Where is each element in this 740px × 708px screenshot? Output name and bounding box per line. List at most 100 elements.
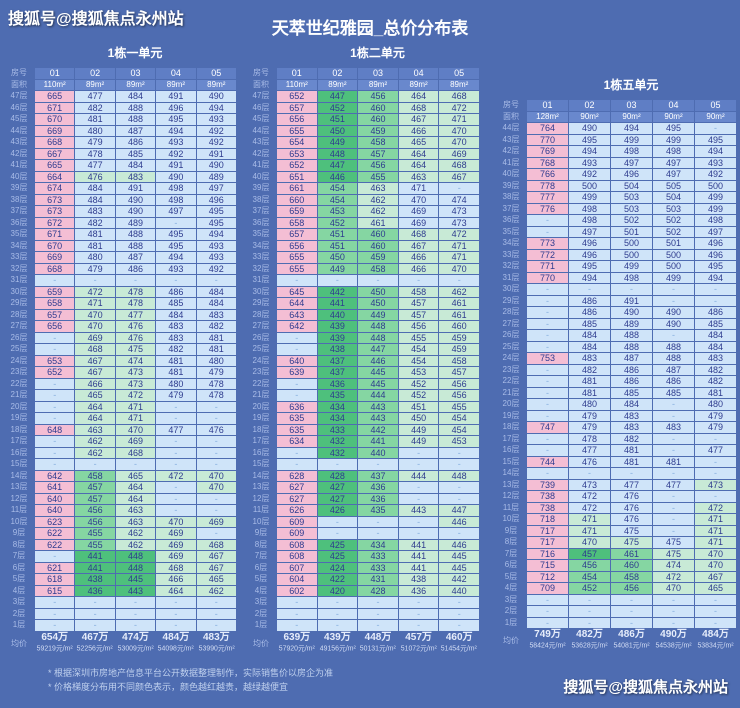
- price-cell: 478: [115, 286, 156, 297]
- column-header: 02: [569, 100, 610, 111]
- average-cell: 482万 53628元/m²: [569, 628, 610, 654]
- floor-label: 27层: [502, 318, 520, 328]
- floor-label: 9层: [504, 525, 518, 535]
- price-cell: 444: [358, 390, 398, 401]
- price-cell: 659: [277, 206, 317, 217]
- price-cell: 466: [398, 252, 439, 263]
- price-cell: 474: [115, 355, 156, 366]
- price-cell: 671: [35, 229, 75, 240]
- price-cell: 488: [653, 341, 694, 352]
- average-label: 均价: [503, 636, 519, 645]
- price-cell: 494: [156, 125, 196, 136]
- price-cell: 463: [115, 516, 156, 527]
- price-cell: 467: [695, 571, 736, 582]
- price-cell: 655: [277, 252, 317, 263]
- floor-label: 2层: [254, 608, 268, 618]
- price-cell: 471: [569, 514, 610, 525]
- price-cell: 497: [653, 157, 694, 168]
- price-cell: 452: [317, 102, 358, 113]
- price-cell: 470: [439, 263, 479, 274]
- floor-label: 16层: [252, 447, 270, 457]
- price-cell: 469: [75, 332, 115, 343]
- average-label: 均价: [253, 638, 269, 648]
- price-cell: 483: [156, 332, 196, 343]
- floor-label: 28层: [252, 309, 270, 319]
- floor-label: 3层: [254, 597, 268, 606]
- average-label: 均价: [11, 638, 27, 648]
- price-cell: 434: [358, 539, 398, 550]
- price-cell: 470: [75, 309, 115, 320]
- price-cell: 466: [398, 125, 439, 136]
- price-cell: 483: [611, 410, 652, 421]
- price-cell: 602: [277, 585, 317, 596]
- price-cell: 657: [277, 102, 317, 113]
- price-cell: 484: [75, 194, 115, 205]
- price-cell: 495: [156, 229, 196, 240]
- price-cell: 458: [358, 137, 398, 148]
- price-cell: 718: [527, 514, 568, 525]
- price-table-unit5: 1栋五单元 房号 01 02 03 04 05 面积 128m² 90m² 90m² 90m² 90m²…: [496, 78, 736, 654]
- floor-label: 23层: [10, 367, 28, 376]
- price-cell: 442: [439, 574, 479, 585]
- price-cell: 480: [695, 399, 736, 410]
- price-cell: 658: [277, 217, 317, 228]
- price-cell: -: [439, 183, 479, 194]
- price-cell: 500: [653, 249, 694, 260]
- price-cell: 442: [317, 286, 358, 297]
- floor-label: 45层: [10, 114, 28, 123]
- floor-label: 41层: [10, 160, 28, 169]
- price-cell: -: [35, 447, 75, 458]
- floor-label: 14层: [502, 468, 520, 477]
- average-cell: 490万 54538元/m²: [653, 628, 694, 654]
- price-cell: 490: [196, 160, 236, 171]
- average-unit-price: 53628元/m²: [571, 640, 608, 650]
- price-cell: 476: [611, 502, 652, 513]
- price-cell: -: [569, 468, 610, 479]
- area-value: 89m²: [317, 79, 358, 90]
- price-cell: -: [358, 275, 398, 286]
- price-cell: 640: [35, 493, 75, 504]
- price-cell: 747: [527, 422, 568, 433]
- price-cell: 468: [156, 562, 196, 573]
- price-cell: -: [439, 620, 479, 631]
- price-cell: 658: [35, 298, 75, 309]
- price-cell: 478: [75, 148, 115, 159]
- price-cell: 464: [75, 401, 115, 412]
- price-cell: 461: [439, 309, 479, 320]
- floor-label: 36层: [502, 215, 520, 224]
- price-cell: 448: [115, 551, 156, 562]
- average-total: 467万: [81, 631, 109, 643]
- floor-label: 47层: [252, 91, 270, 100]
- price-cell: 738: [527, 491, 568, 502]
- price-cell: 479: [75, 263, 115, 274]
- price-cell: 498: [611, 146, 652, 157]
- price-cell: 674: [35, 183, 75, 194]
- price-cell: 457: [75, 493, 115, 504]
- floor-label: 6层: [254, 562, 268, 572]
- price-cell: 498: [156, 194, 196, 205]
- price-cell: -: [358, 608, 398, 619]
- price-cell: 492: [156, 148, 196, 159]
- price-cell: 462: [115, 539, 156, 550]
- price-cell: -: [439, 608, 479, 619]
- price-cell: -: [695, 433, 736, 444]
- price-cell: 454: [317, 194, 358, 205]
- price-cell: -: [439, 493, 479, 504]
- price-cell: 481: [695, 387, 736, 398]
- price-cell: 476: [196, 424, 236, 435]
- floor-label: 24层: [502, 353, 520, 362]
- price-cell: 458: [358, 263, 398, 274]
- price-cell: -: [156, 275, 196, 286]
- price-cell: -: [358, 528, 398, 539]
- price-cell: -: [277, 275, 317, 286]
- price-cell: 456: [439, 378, 479, 389]
- price-cell: -: [358, 597, 398, 608]
- price-cell: 454: [439, 413, 479, 424]
- floor-label: 22层: [252, 378, 270, 388]
- price-cell: 431: [358, 574, 398, 585]
- price-cell: 490: [115, 194, 156, 205]
- price-cell: 449: [317, 137, 358, 148]
- floor-label: 4层: [12, 585, 26, 595]
- price-cell: 483: [653, 422, 694, 433]
- price-cell: -: [156, 597, 196, 608]
